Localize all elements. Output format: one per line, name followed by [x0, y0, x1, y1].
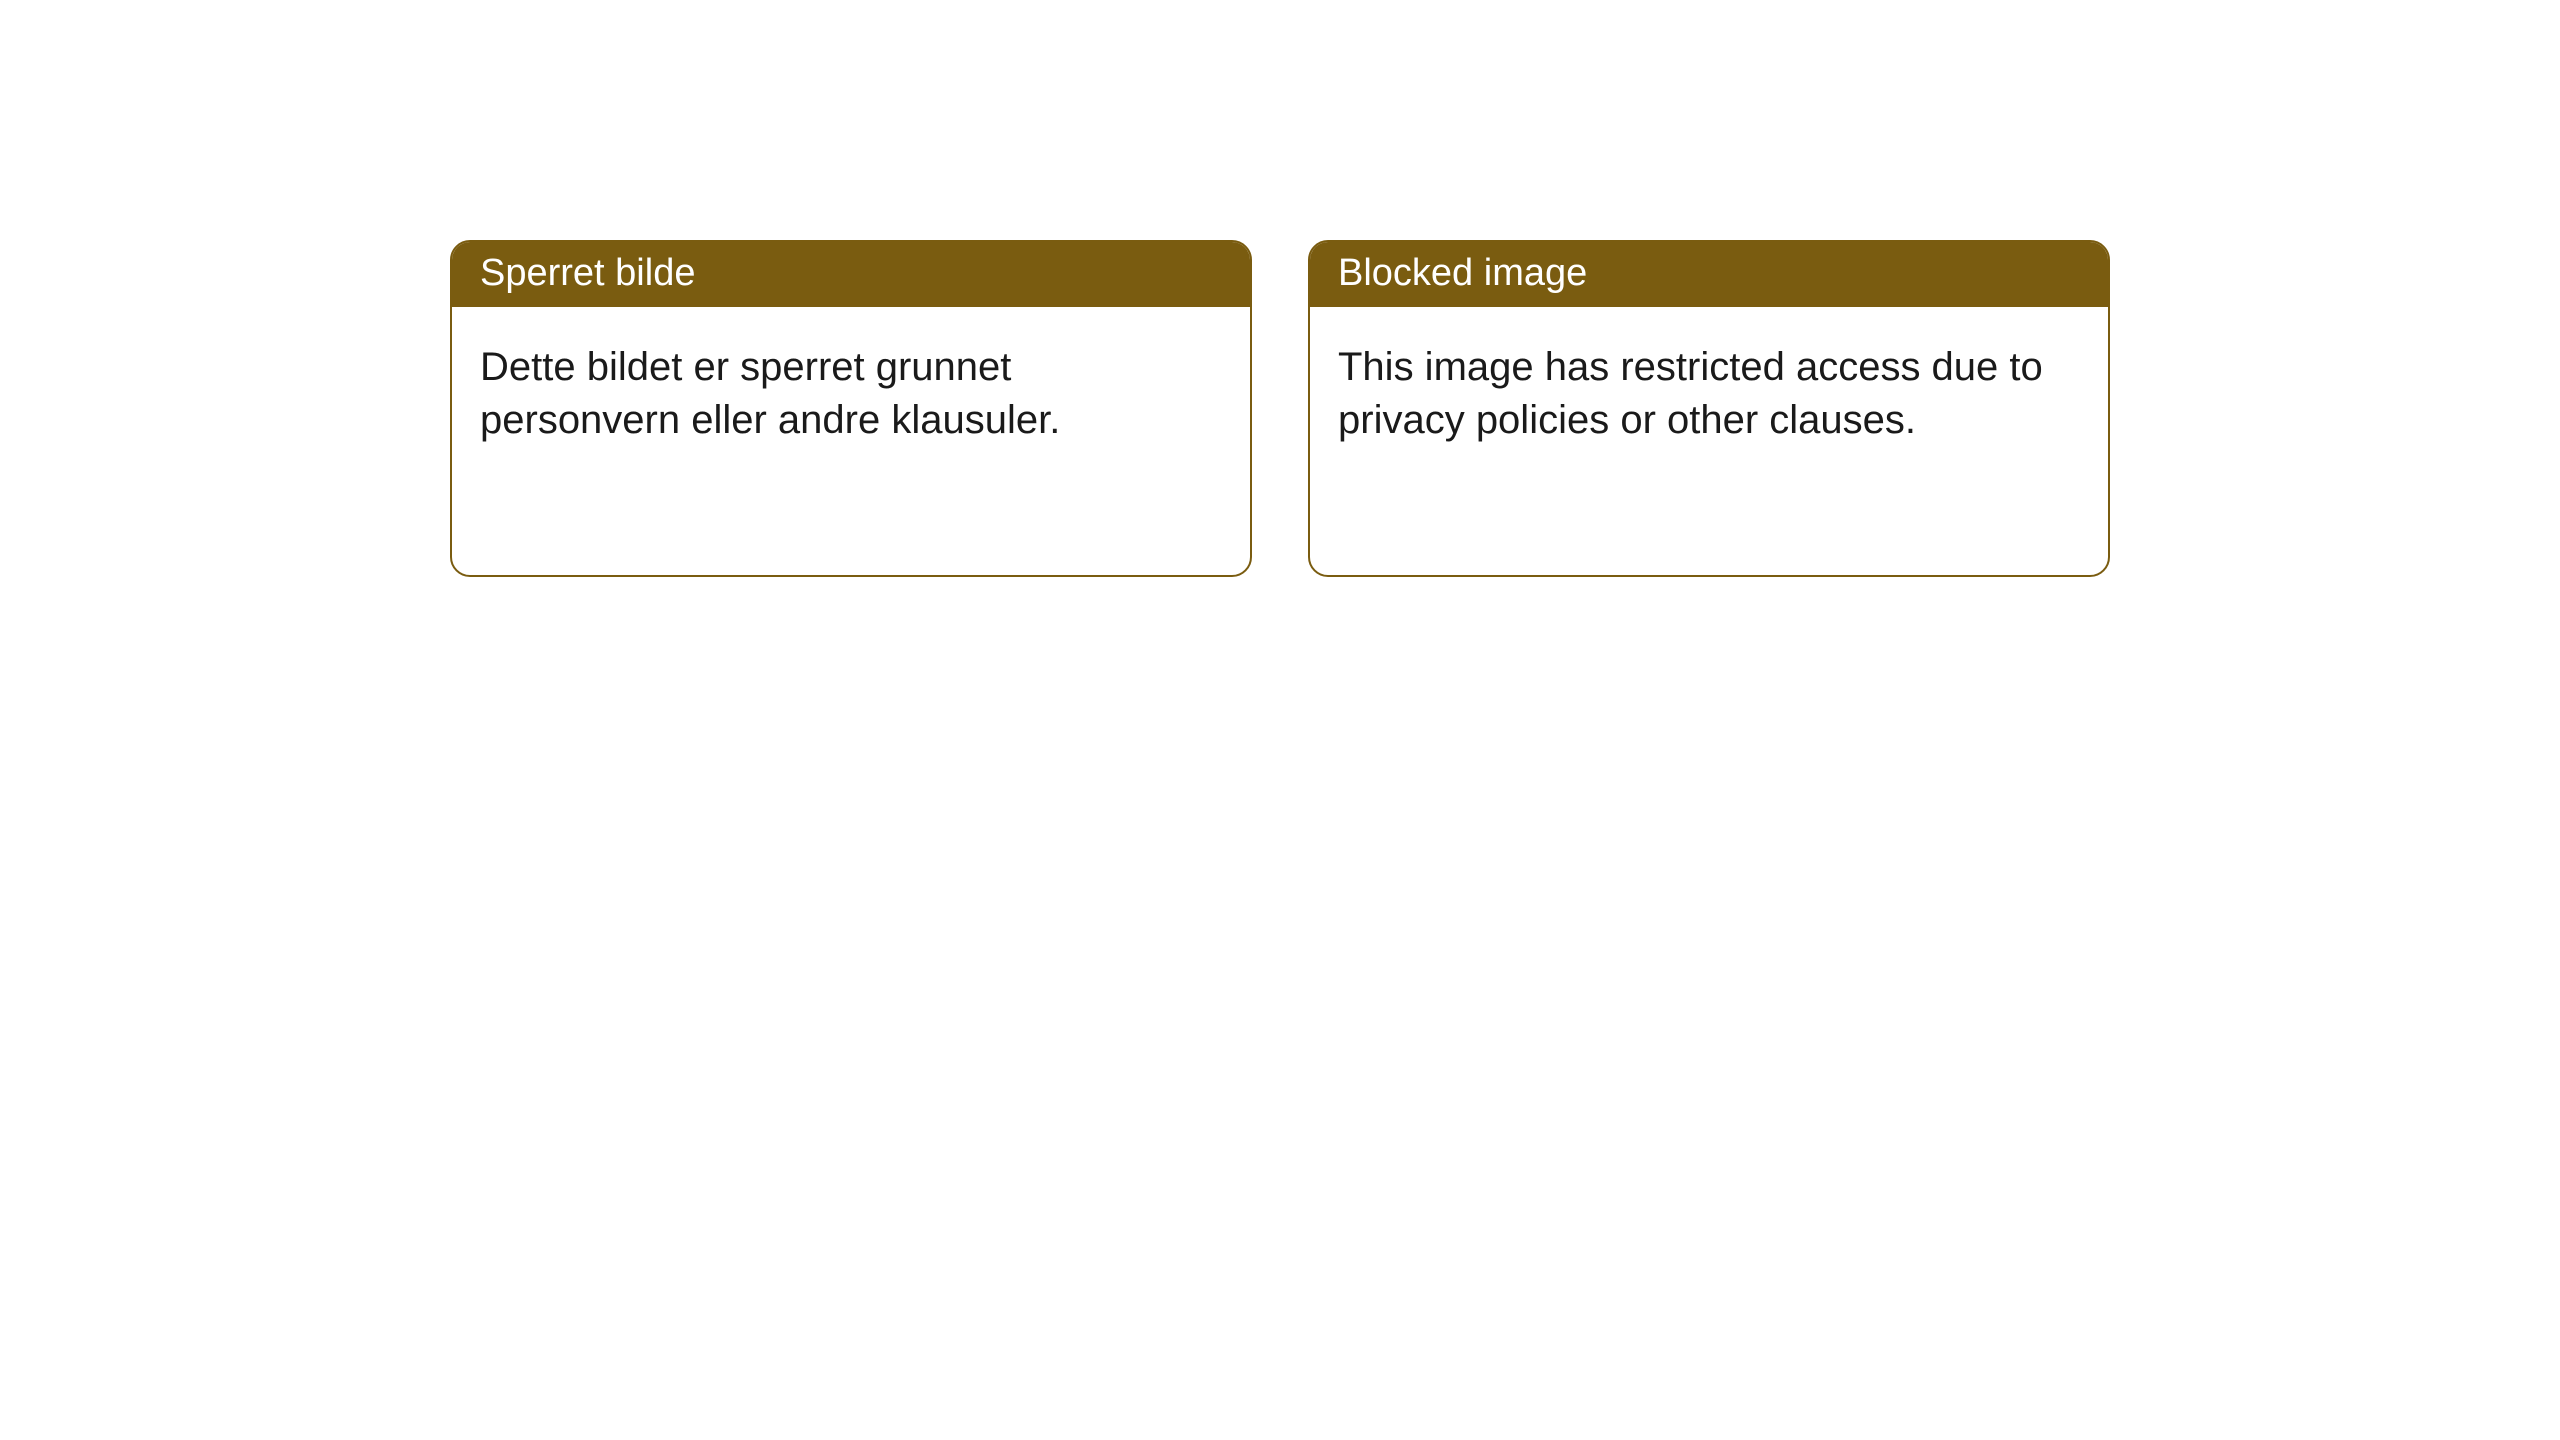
card-body-norwegian: Dette bildet er sperret grunnet personve… — [452, 307, 1250, 575]
card-body-text: Dette bildet er sperret grunnet personve… — [480, 345, 1060, 442]
card-body-text: This image has restricted access due to … — [1338, 345, 2043, 442]
card-title: Blocked image — [1338, 252, 1587, 294]
card-title: Sperret bilde — [480, 252, 695, 294]
cards-container: Sperret bilde Dette bildet er sperret gr… — [450, 240, 2110, 577]
card-english: Blocked image This image has restricted … — [1308, 240, 2110, 577]
card-body-english: This image has restricted access due to … — [1310, 307, 2108, 575]
card-header-english: Blocked image — [1310, 242, 2108, 307]
card-norwegian: Sperret bilde Dette bildet er sperret gr… — [450, 240, 1252, 577]
card-header-norwegian: Sperret bilde — [452, 242, 1250, 307]
